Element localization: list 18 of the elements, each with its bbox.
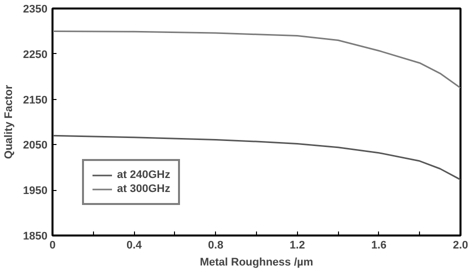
- x-tick-label: 0.8: [208, 240, 224, 252]
- y-axis-title: Quality Factor: [3, 84, 16, 159]
- y-tick-label: 2350: [23, 4, 48, 16]
- x-tick-label: 1.2: [290, 240, 305, 252]
- y-tick-label: 1850: [23, 230, 48, 242]
- legend-label: at 300GHz: [117, 183, 170, 195]
- line-series: [52, 30, 460, 89]
- y-tick-label: 2150: [23, 94, 48, 106]
- y-tick-label: 2050: [23, 140, 48, 152]
- x-tick-label: 1.6: [371, 240, 387, 252]
- x-tick-label: 0.4: [126, 240, 143, 252]
- y-tick-label: 2250: [23, 48, 48, 61]
- legend-label: at 240GHz: [117, 169, 170, 181]
- x-tick-label: 2.0: [452, 240, 468, 252]
- x-tick-label: 0: [49, 240, 56, 252]
- line-series: [52, 134, 460, 180]
- x-axis-title: Metal Roughness /µm: [200, 256, 314, 268]
- y-tick-label: 1950: [23, 185, 48, 198]
